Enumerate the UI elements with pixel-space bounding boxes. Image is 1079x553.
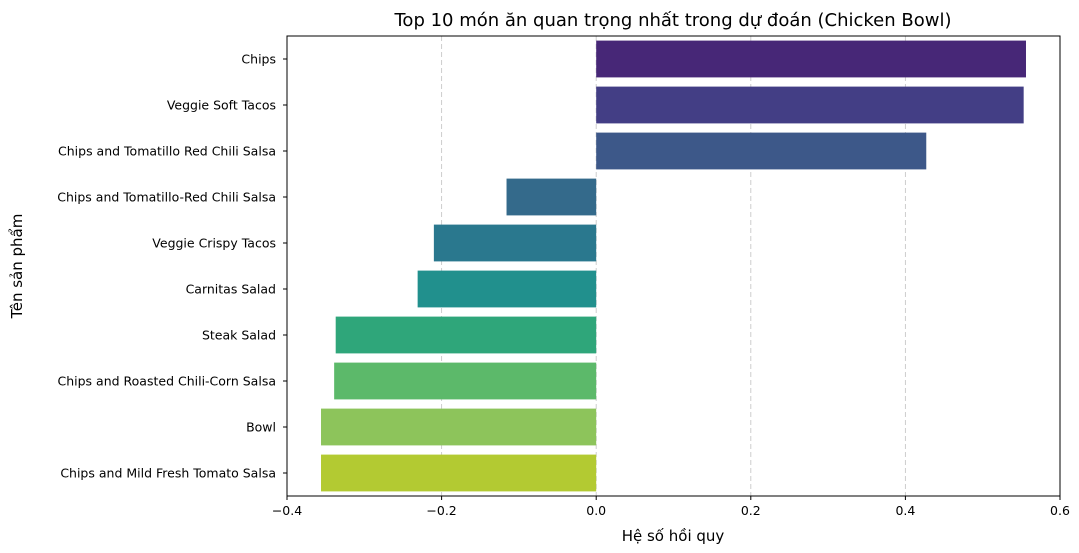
y-tick-label: Chips and Mild Fresh Tomato Salsa: [60, 466, 276, 481]
bar: [335, 316, 597, 354]
x-tick-labels: −0.4 −0.2 0.0 0.2 0.4 0.6: [272, 496, 1070, 518]
y-tick-label: Chips and Roasted Chili-Corn Salsa: [58, 374, 277, 389]
chart-title: Top 10 món ăn quan trọng nhất trong dự đ…: [394, 10, 952, 31]
bar: [417, 270, 597, 308]
y-tick-label: Chips and Tomatillo Red Chili Salsa: [58, 144, 276, 159]
plot-frame: [286, 35, 1061, 497]
y-tick-label: Veggie Soft Tacos: [167, 98, 276, 113]
x-tick-label: 0.4: [895, 503, 915, 518]
y-tick-label: Bowl: [246, 420, 276, 435]
x-tick-label: 0.6: [1050, 503, 1070, 518]
bar: [596, 86, 1024, 124]
y-tick-label: Steak Salad: [202, 328, 276, 343]
bar: [596, 132, 927, 170]
x-tick-label: 0.2: [741, 503, 761, 518]
bar: [334, 362, 597, 400]
bar: [596, 40, 1026, 78]
y-tick-label: Chips: [241, 52, 276, 67]
bars: [321, 40, 1026, 492]
x-tick-label: 0.0: [586, 503, 606, 518]
bar: [433, 224, 597, 262]
y-tick-label: Veggie Crispy Tacos: [152, 236, 276, 251]
y-tick-label: Chips and Tomatillo-Red Chili Salsa: [57, 190, 276, 205]
x-axis-label: Hệ số hồi quy: [622, 527, 725, 545]
y-tick-labels: Chips Veggie Soft Tacos Chips and Tomatill…: [57, 52, 287, 481]
bar: [321, 408, 597, 446]
bar: [506, 178, 597, 216]
y-axis-label: Tên sản phẩm: [8, 214, 26, 320]
x-tick-label: −0.4: [272, 503, 302, 518]
x-tick-label: −0.2: [426, 503, 456, 518]
bar: [321, 454, 597, 492]
y-tick-label: Carnitas Salad: [186, 282, 276, 297]
